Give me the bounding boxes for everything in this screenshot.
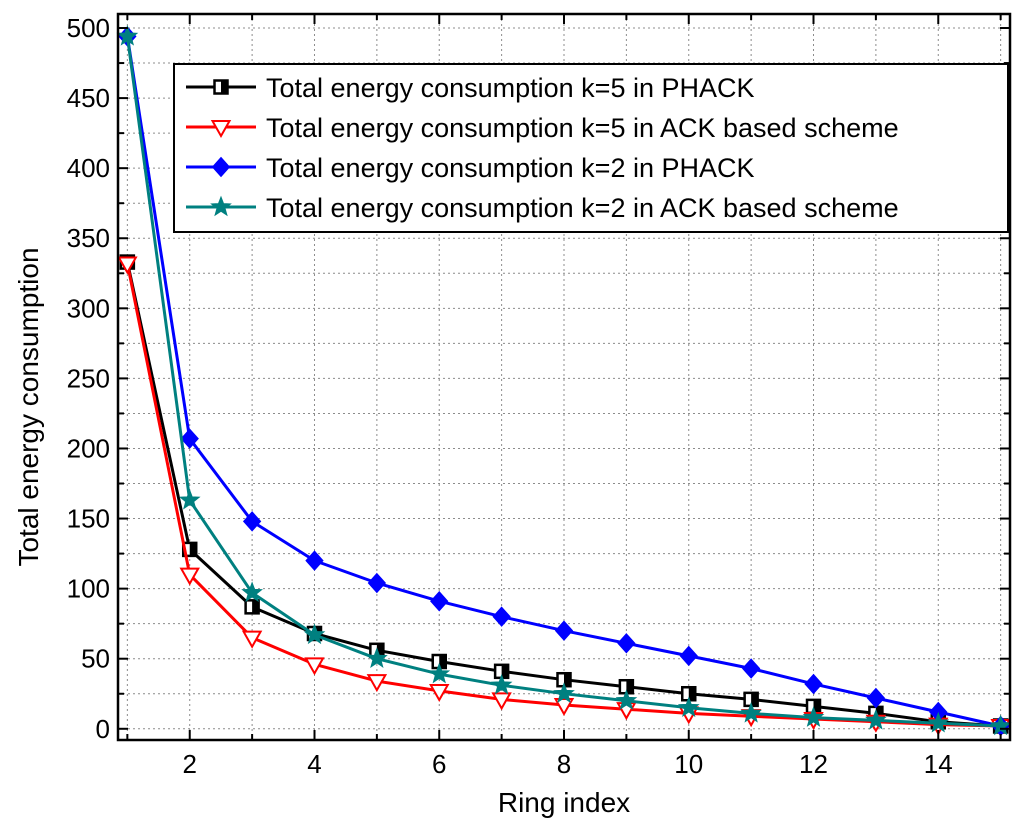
data-point-marker xyxy=(178,488,201,510)
data-point-marker xyxy=(429,683,450,702)
data-point-marker xyxy=(802,706,825,727)
data-point-marker-fill xyxy=(626,680,633,694)
data-point-marker xyxy=(210,195,232,217)
x-tick-label: 6 xyxy=(432,749,446,779)
data-point-marker xyxy=(116,24,139,46)
data-point-marker xyxy=(927,711,950,733)
legend: Total energy consumption k=5 in PHACK Tot… xyxy=(173,63,1009,233)
y-axis-title: Total energy consumption xyxy=(13,247,44,566)
data-point-marker xyxy=(366,647,388,668)
data-point-marker xyxy=(741,658,761,679)
y-tick-label: 200 xyxy=(67,433,110,463)
x-tick-label: 2 xyxy=(182,749,196,779)
data-point-marker xyxy=(180,428,199,449)
data-point-marker xyxy=(865,708,887,730)
x-tick-label: 12 xyxy=(799,749,828,779)
series-star xyxy=(116,24,1012,736)
data-point-marker xyxy=(241,581,263,603)
y-tick-label: 150 xyxy=(67,504,110,534)
data-point-marker xyxy=(492,606,511,627)
x-axis-title: Ring index xyxy=(498,787,630,818)
y-tick-label: 50 xyxy=(81,644,110,674)
series-layer xyxy=(116,24,1012,738)
data-point-marker xyxy=(242,511,262,532)
data-point-marker-fill xyxy=(439,655,446,669)
data-point-marker xyxy=(303,623,326,645)
legend-box xyxy=(173,63,1009,233)
x-tick-label: 10 xyxy=(674,749,703,779)
data-point-marker xyxy=(866,687,886,709)
data-point-marker xyxy=(210,120,232,139)
data-point-marker xyxy=(491,692,512,711)
data-point-marker-fill xyxy=(688,687,696,701)
y-tick-label: 450 xyxy=(67,83,110,113)
legend-label: Total energy consumption k=2 in PHACK xyxy=(266,153,755,183)
y-tick-label: 250 xyxy=(67,363,110,393)
x-tick-label: 14 xyxy=(924,749,953,779)
data-point-marker-fill xyxy=(252,600,259,614)
data-point-marker xyxy=(367,572,387,594)
legend-label: Total energy consumption k=2 in ACK base… xyxy=(266,193,899,223)
data-point-marker-fill xyxy=(221,80,228,94)
y-tick-label: 0 xyxy=(96,714,110,744)
data-point-marker xyxy=(366,674,388,693)
data-point-marker xyxy=(740,701,762,723)
legend-label: Total energy consumption k=5 in PHACK xyxy=(266,73,755,103)
y-tick-label: 350 xyxy=(67,223,110,253)
data-point-marker xyxy=(553,697,575,716)
data-point-marker xyxy=(615,689,638,710)
data-point-marker xyxy=(677,696,700,718)
legend-label: Total energy consumption k=5 in ACK base… xyxy=(266,113,899,143)
data-point-marker-fill xyxy=(751,692,758,706)
data-point-marker xyxy=(428,662,451,684)
data-point-marker xyxy=(241,630,263,649)
data-point-marker xyxy=(179,567,200,586)
data-point-marker-fill xyxy=(501,664,509,678)
data-point-marker xyxy=(305,550,324,571)
data-point-marker-fill xyxy=(813,699,821,713)
data-point-marker xyxy=(679,645,698,667)
data-point-marker xyxy=(430,590,449,612)
y-tick-label: 100 xyxy=(67,574,110,604)
series-half-filled-square xyxy=(119,254,1009,734)
y-tick-label: 400 xyxy=(67,153,110,183)
x-tick-label: 8 xyxy=(557,749,571,779)
data-point-marker xyxy=(117,256,138,275)
data-point-marker xyxy=(490,673,513,695)
data-point-marker xyxy=(554,620,574,641)
data-point-marker-fill xyxy=(875,706,883,720)
data-point-marker xyxy=(989,714,1012,736)
data-point-marker xyxy=(553,682,575,703)
y-tick-label: 300 xyxy=(67,293,110,323)
data-point-marker xyxy=(211,156,231,178)
data-point-marker xyxy=(804,673,823,695)
data-point-marker-fill xyxy=(564,673,571,687)
y-tick-label: 500 xyxy=(67,13,110,43)
data-point-marker xyxy=(617,633,636,654)
data-point-marker-fill xyxy=(189,542,197,556)
data-point-marker-fill xyxy=(376,643,384,657)
data-point-marker xyxy=(304,657,325,676)
x-tick-label: 4 xyxy=(307,749,321,779)
axis-ticks: 2 4 6 8 10 12 14 0 50 100 150 200 250 300 350 400 450 500 xyxy=(67,13,1010,779)
